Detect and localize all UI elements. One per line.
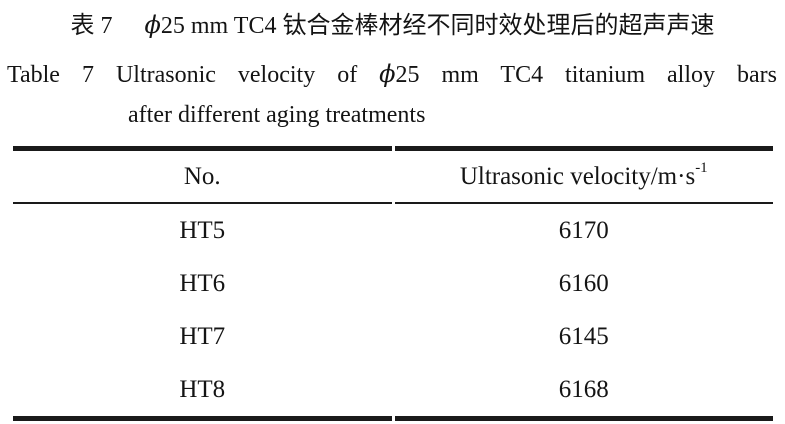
- cell-velocity: 6168: [394, 363, 773, 421]
- column-header-no: No.: [13, 146, 392, 204]
- table-caption-en-line1: Table 7 Ultrasonic velocity of ϕ25 mm TC…: [7, 58, 777, 91]
- column-header-velocity-exponent: -1: [695, 160, 708, 177]
- cell-no: HT6: [179, 269, 226, 297]
- table-caption-zh: 表 7 ϕ25 mm TC4 钛合金棒材经不同时效处理后的超声声速: [0, 0, 785, 42]
- table-caption-zh-text: ϕ25 mm TC4 钛合金棒材经不同时效处理后的超声声速: [144, 11, 715, 39]
- cell-no: HT8: [13, 363, 392, 421]
- table-caption-en: Table 7 Ultrasonic velocity of ϕ25 mm TC…: [7, 58, 777, 131]
- ultrasonic-velocity-table: No. Ultrasonic velocity/m·s-1 HT5 6170 H…: [10, 146, 776, 421]
- cell-no: HT5: [179, 216, 226, 244]
- column-header-velocity-text: Ultrasonic velocity/m·s: [459, 162, 696, 190]
- table-caption-zh-number: 表 7: [70, 13, 113, 39]
- table-caption-en-part1: Ultrasonic velocity of: [115, 62, 358, 88]
- table-caption-en-number: Table 7: [7, 62, 94, 88]
- cell-no: HT7: [179, 322, 226, 350]
- table-row: HT7 6145: [13, 310, 773, 363]
- table-caption-en-part2-text: 25 mm TC4 titanium alloy bars: [395, 62, 777, 88]
- table-row: HT6 6160: [13, 257, 773, 310]
- cell-velocity: 6145: [558, 322, 609, 350]
- cell-velocity: 6160: [558, 269, 609, 297]
- phi-symbol: ϕ: [144, 11, 161, 39]
- table-caption-en-part2: ϕ25 mm TC4 titanium alloy bars: [379, 60, 777, 88]
- table-row: HT8 6168: [13, 363, 773, 421]
- table-row: HT5 6170: [13, 204, 773, 257]
- phi-symbol: ϕ: [379, 60, 396, 88]
- table-caption-en-line2: after different aging treatments: [128, 102, 426, 128]
- column-header-velocity: Ultrasonic velocity/m·s-1: [394, 146, 773, 204]
- table-header-row: No. Ultrasonic velocity/m·s-1: [13, 146, 773, 204]
- table-caption-zh-title: 25 mm TC4 钛合金棒材经不同时效处理后的超声声速: [160, 13, 715, 39]
- cell-velocity: 6170: [558, 216, 609, 244]
